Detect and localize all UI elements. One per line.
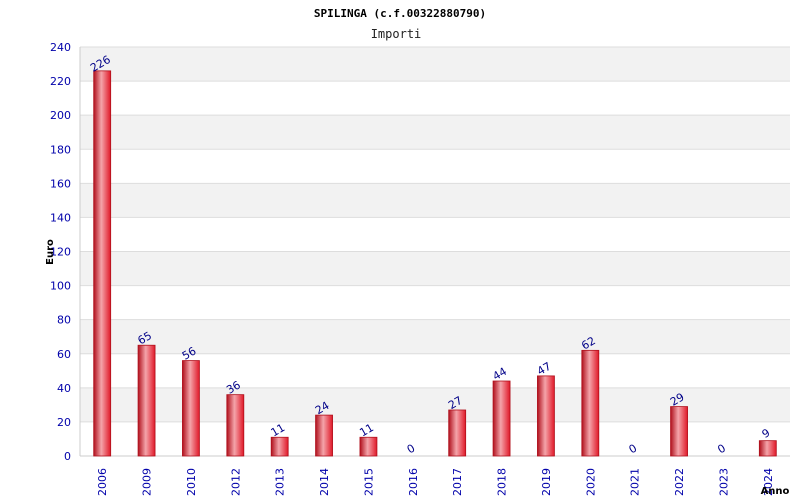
data-label: 44 xyxy=(491,365,510,383)
chart-title: SPILINGA (c.f.00322880790) xyxy=(314,7,486,20)
y-tick-labels: 0 20 40 60 80 100 120 140 160 180 200 220 240 xyxy=(50,41,71,463)
bar xyxy=(359,436,378,457)
x-tick-label: 2013 xyxy=(274,468,287,496)
bar xyxy=(93,70,112,457)
y-tick-label: 120 xyxy=(50,246,71,259)
data-label: 0 xyxy=(405,442,418,457)
x-tick-label: 2024 xyxy=(762,468,775,496)
x-tick-label: 2023 xyxy=(717,468,730,496)
y-tick-label: 80 xyxy=(57,314,71,327)
y-tick-label: 200 xyxy=(50,109,71,122)
bar xyxy=(182,360,200,457)
bar xyxy=(448,409,467,457)
data-label: 11 xyxy=(357,421,376,439)
x-tick-label: 2016 xyxy=(407,468,420,496)
x-tick-label: 2012 xyxy=(229,468,242,496)
data-label: 36 xyxy=(224,378,243,396)
bar xyxy=(537,375,555,457)
y-tick-label: 0 xyxy=(64,450,71,463)
data-label: 0 xyxy=(715,442,728,457)
x-tick-label: 2018 xyxy=(496,468,509,496)
data-label: 65 xyxy=(136,329,155,347)
data-label: 9 xyxy=(760,426,773,441)
data-label: 27 xyxy=(446,394,465,412)
bar xyxy=(758,440,777,457)
bar xyxy=(315,414,333,457)
x-tick-label: 2015 xyxy=(362,468,375,496)
grid-band xyxy=(80,251,790,286)
y-tick-label: 180 xyxy=(50,143,71,156)
bars xyxy=(93,70,777,457)
x-tick-label: 2006 xyxy=(96,468,109,496)
y-tick-label: 240 xyxy=(50,41,71,54)
y-tick-label: 160 xyxy=(50,177,71,190)
x-tick-label: 2014 xyxy=(318,468,331,496)
y-tick-label: 220 xyxy=(50,75,71,88)
y-tick-label: 100 xyxy=(50,280,71,293)
bar xyxy=(670,406,688,457)
y-tick-label: 60 xyxy=(57,348,71,361)
y-tick-label: 40 xyxy=(57,382,71,395)
data-label: 62 xyxy=(579,334,598,352)
data-label: 56 xyxy=(180,344,199,362)
x-axis-label: Anno xyxy=(761,486,790,497)
x-tick-label: 2009 xyxy=(141,468,154,496)
y-tick-label: 20 xyxy=(57,416,71,429)
x-tick-label: 2021 xyxy=(629,468,642,496)
grid-band xyxy=(80,47,790,82)
x-tick-label: 2020 xyxy=(584,468,597,496)
bar xyxy=(226,394,245,457)
x-tick-label: 2019 xyxy=(540,468,553,496)
x-tick-label: 2017 xyxy=(451,468,464,496)
data-label: 29 xyxy=(668,390,687,408)
x-tick-label: 2010 xyxy=(185,468,198,496)
x-tick-label: 2022 xyxy=(673,468,686,496)
bar xyxy=(137,344,156,457)
x-tick-labels: 2006 2009 2010 2012 2013 2014 2015 2016 2017 2018… xyxy=(96,468,775,496)
grid-band xyxy=(80,319,790,354)
y-tick-label: 140 xyxy=(50,211,71,224)
bar xyxy=(492,380,511,457)
bar xyxy=(581,349,600,457)
grid-band xyxy=(80,115,790,150)
grid-bands xyxy=(80,47,790,422)
data-label: 0 xyxy=(627,442,640,457)
bar xyxy=(270,436,289,457)
grid-band xyxy=(80,183,790,218)
y-axis-label: Euro xyxy=(45,239,56,265)
data-label: 24 xyxy=(313,399,332,417)
chart-subtitle: Importi xyxy=(371,27,422,41)
data-label: 47 xyxy=(535,360,554,378)
data-label: 11 xyxy=(269,421,288,439)
